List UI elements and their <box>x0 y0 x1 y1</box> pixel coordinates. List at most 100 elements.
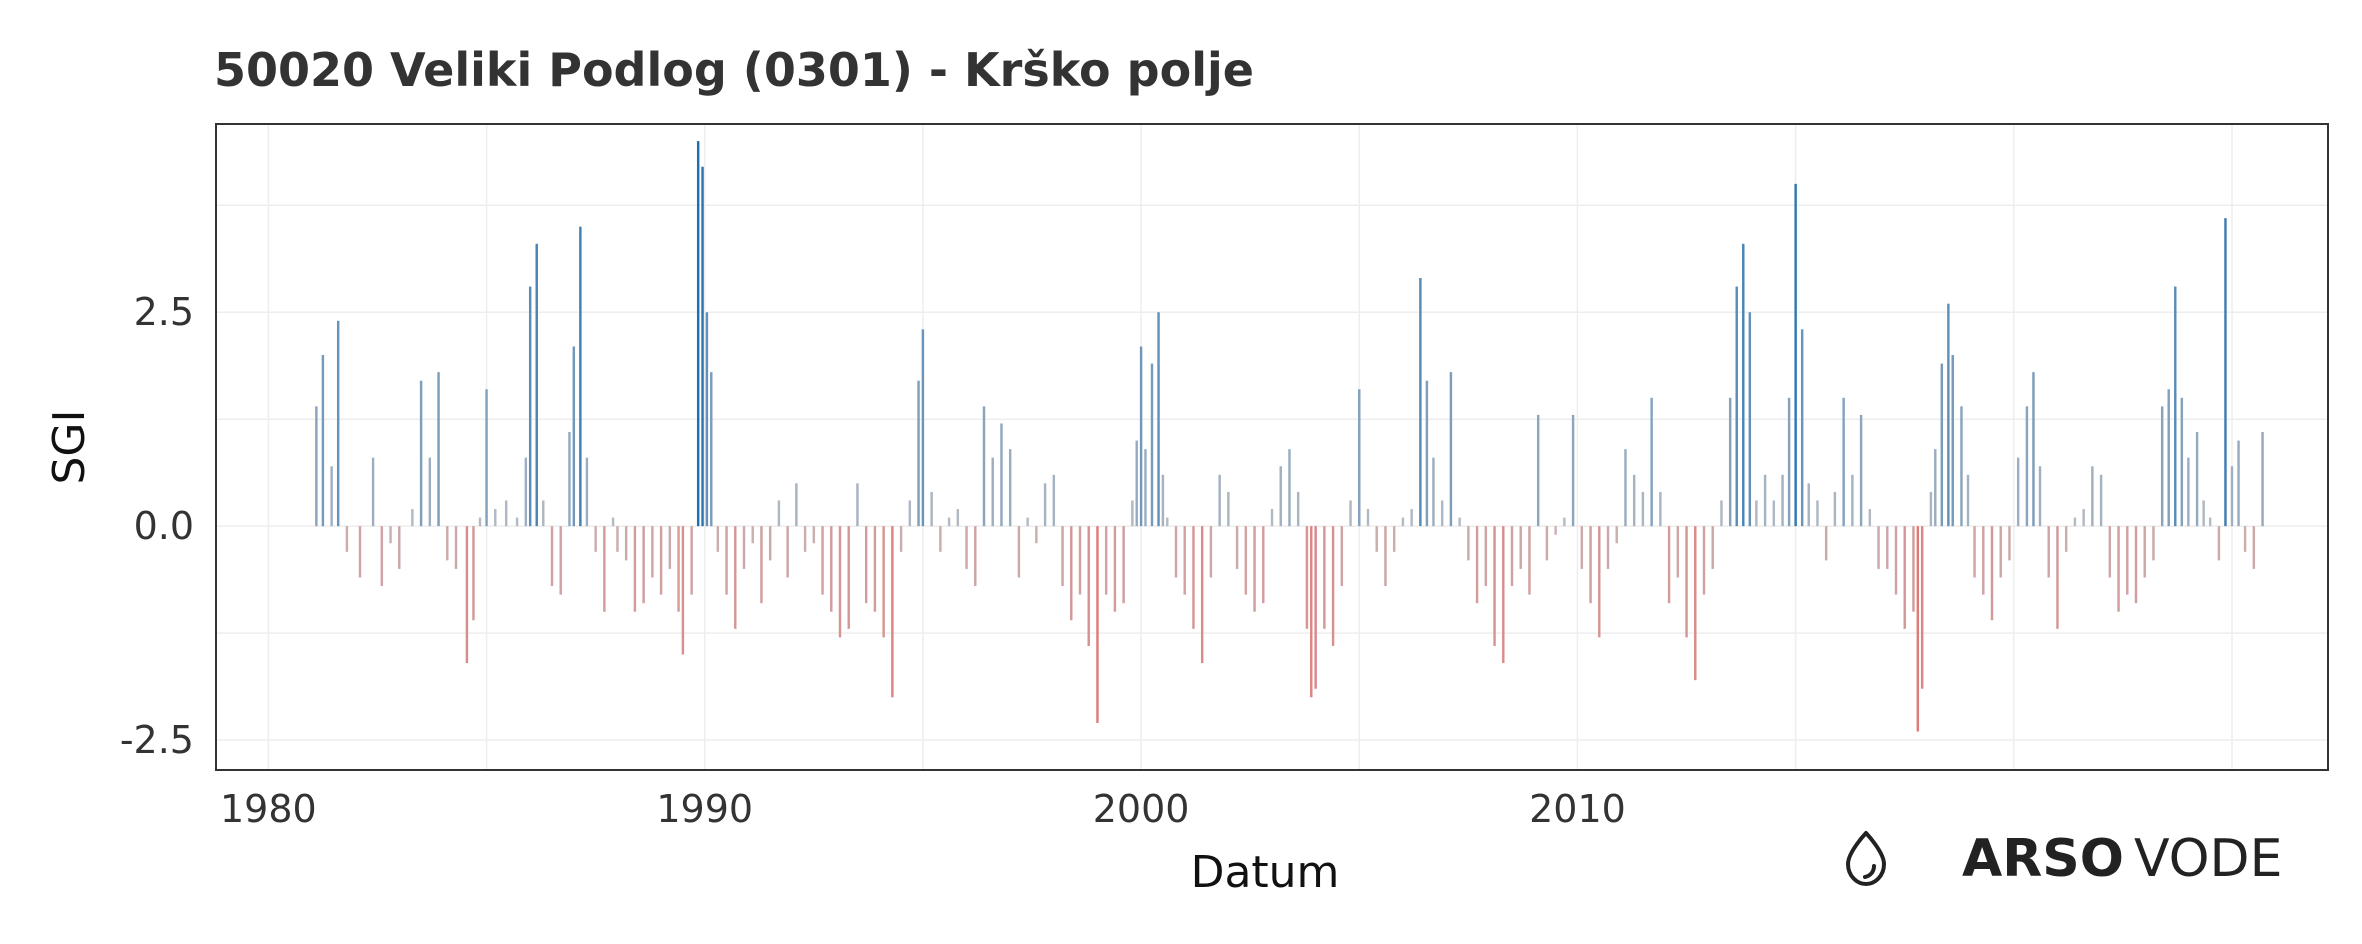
bar <box>1667 526 1671 604</box>
bar <box>1200 526 1204 664</box>
bar <box>1807 483 1810 527</box>
bar <box>1493 526 1496 646</box>
bar <box>528 286 532 527</box>
bar <box>2152 526 2155 561</box>
bar <box>2082 509 2085 527</box>
bar <box>1375 526 1378 552</box>
bar <box>321 355 325 527</box>
bar <box>1794 183 1797 527</box>
bar <box>437 372 440 527</box>
bar <box>1458 517 1461 527</box>
bar <box>1096 526 1099 723</box>
bar <box>2237 440 2240 527</box>
bar <box>734 526 737 629</box>
bar <box>2261 432 2264 527</box>
bar <box>1087 526 1090 646</box>
bar <box>568 432 571 527</box>
bar <box>1528 526 1531 595</box>
bar <box>535 243 538 527</box>
bar <box>1929 491 1933 527</box>
bar <box>603 526 606 612</box>
bar <box>991 457 994 527</box>
bar <box>2252 526 2256 569</box>
bar <box>1484 526 1488 587</box>
bar <box>677 526 680 612</box>
bar <box>1851 474 1854 527</box>
bar <box>1078 526 1082 595</box>
bar <box>1157 312 1160 527</box>
bar <box>838 526 842 638</box>
bar <box>524 457 528 527</box>
bar <box>1859 414 1863 527</box>
bar <box>1135 440 1138 527</box>
x-tick-label: 2000 <box>1093 787 1190 831</box>
bar <box>2160 406 2164 527</box>
bar <box>939 526 942 552</box>
bar <box>1816 500 1819 527</box>
x-tick-label: 2010 <box>1529 787 1626 831</box>
bar <box>1545 526 1549 561</box>
bar <box>908 500 912 527</box>
bar <box>982 406 986 527</box>
bar <box>478 517 482 527</box>
brand-bold: ARSO <box>1962 829 2124 889</box>
bar <box>2056 526 2059 629</box>
bar <box>1425 380 1429 527</box>
bar <box>1253 526 1256 612</box>
bar <box>2064 526 2068 552</box>
bar <box>1951 355 1954 527</box>
bar <box>428 457 432 527</box>
bar <box>795 483 798 527</box>
bar <box>777 500 781 527</box>
bar <box>856 483 859 527</box>
x-tick-label: 1980 <box>220 787 317 831</box>
bar <box>1139 346 1143 527</box>
bar <box>768 526 772 561</box>
bar <box>1192 526 1195 629</box>
bars <box>315 141 2264 732</box>
bar <box>1026 517 1029 527</box>
bar <box>1131 500 1134 527</box>
bar <box>1960 406 1963 527</box>
bar <box>1144 449 1147 527</box>
bar <box>864 526 868 604</box>
bar <box>1702 526 1706 595</box>
bar <box>550 526 554 587</box>
bar <box>1685 526 1688 638</box>
bar <box>1000 423 1003 527</box>
bar <box>1314 526 1317 689</box>
bar <box>1475 526 1479 604</box>
bar <box>465 526 469 664</box>
bar <box>1580 526 1584 569</box>
bar <box>1449 372 1453 527</box>
bar <box>2243 526 2247 552</box>
bar <box>651 526 654 578</box>
bar <box>1606 526 1610 569</box>
bar <box>899 526 903 552</box>
bar <box>1912 526 1915 612</box>
bar <box>2091 466 2094 527</box>
bar <box>803 526 807 552</box>
bar <box>559 526 562 595</box>
bar <box>633 526 637 612</box>
bar <box>1310 526 1313 698</box>
bar <box>624 526 628 561</box>
bar <box>1676 526 1680 578</box>
bar <box>1934 449 1937 527</box>
bar <box>760 526 763 604</box>
bar <box>1748 312 1752 527</box>
bar <box>1419 278 1422 527</box>
bar <box>1659 491 1662 527</box>
bar <box>1061 526 1064 587</box>
bar <box>751 526 754 544</box>
bar <box>1720 500 1723 527</box>
bar <box>891 526 894 698</box>
bar <box>668 526 672 569</box>
brand-light: VODE <box>2134 829 2282 889</box>
bar <box>1440 500 1444 527</box>
bar <box>398 526 401 569</box>
bar <box>1166 517 1169 527</box>
bar <box>1432 457 1435 527</box>
bar <box>411 509 414 527</box>
